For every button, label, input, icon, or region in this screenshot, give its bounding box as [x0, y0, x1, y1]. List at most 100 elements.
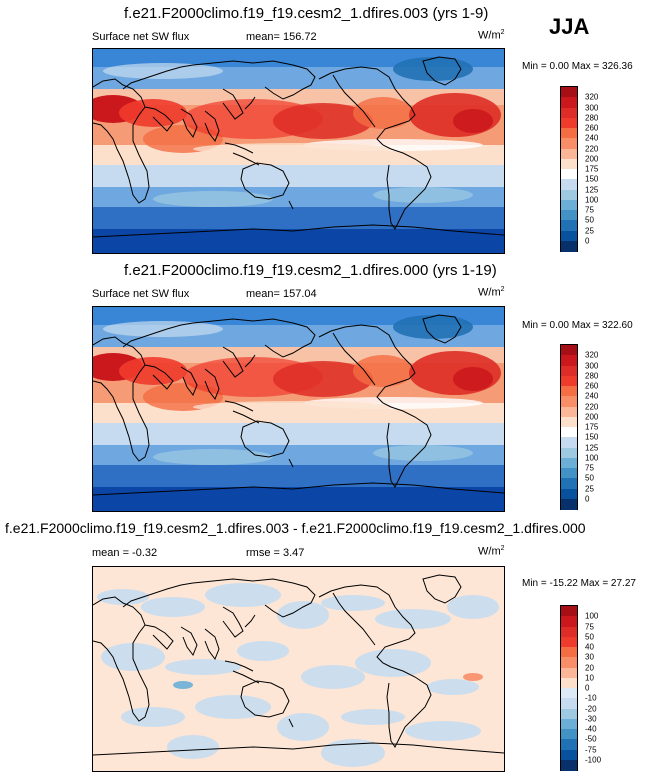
colorbar-segment — [561, 616, 577, 627]
coastline — [122, 582, 194, 608]
coastline — [240, 680, 290, 718]
colorbar-tick-label: 300 — [585, 361, 599, 370]
colorbar-segment — [561, 97, 577, 108]
colorbar-segment — [561, 626, 577, 638]
colorbar-segment — [561, 718, 577, 730]
colorbar-tick-label: 260 — [585, 123, 599, 133]
field-patch — [277, 713, 329, 741]
coastline — [204, 628, 220, 661]
field-patch — [119, 357, 187, 385]
colorbar-segment — [561, 759, 577, 771]
field-patch — [121, 707, 185, 727]
field-patch — [393, 57, 473, 81]
colorbar-tick-label: 30 — [585, 652, 594, 662]
field-patch — [393, 315, 473, 339]
colorbar-tick-label: 100 — [585, 195, 599, 205]
season-label: JJA — [549, 14, 590, 39]
colorbar-tick-label: -75 — [585, 745, 597, 754]
coastline — [232, 152, 260, 166]
colorbar-tick-label: 75 — [585, 463, 594, 473]
colorbar-tick-label: 200 — [585, 412, 599, 422]
field-patch — [97, 589, 149, 605]
colorbar-tick-label: 175 — [585, 422, 599, 432]
colorbar-segment — [561, 498, 577, 510]
colorbar-tick-label: 100 — [585, 611, 599, 621]
colorbar-segment — [561, 698, 577, 709]
colorbar-tick-label: 220 — [585, 402, 599, 411]
coastline — [318, 324, 416, 408]
colorbar-tick-label: 100 — [585, 453, 599, 463]
colorbar-segment — [561, 138, 577, 149]
field-patch — [321, 739, 385, 767]
field-band — [93, 487, 504, 511]
colorbar-segment — [561, 386, 577, 397]
colorbar-tick-label: 125 — [585, 443, 599, 452]
field-patch — [153, 449, 273, 465]
coastline — [93, 224, 504, 238]
colorbar-segment — [561, 169, 577, 180]
coastline — [240, 162, 290, 200]
field-patch — [375, 609, 451, 629]
colorbar-tick-label: 25 — [585, 484, 594, 493]
panel-3-title: f.e21.F2000climo.f19_f19.cesm2_1.dfires.… — [5, 520, 586, 536]
coastline — [122, 64, 194, 90]
field-patch — [205, 583, 281, 607]
colorbar-segment — [561, 708, 577, 720]
colorbar-tick-label: 300 — [585, 103, 599, 112]
colorbar-segment — [561, 457, 577, 469]
coastline — [224, 660, 254, 672]
colorbar-tick-label: 280 — [585, 113, 599, 123]
colorbar-tick-label: -100 — [585, 755, 602, 765]
field-patch — [273, 361, 373, 397]
coastline — [244, 614, 256, 628]
colorbar-tick-label: 200 — [585, 154, 599, 164]
colorbar-segment — [561, 345, 577, 356]
colorbar-tick-label: 50 — [585, 473, 594, 483]
coastline — [192, 318, 316, 358]
colorbar-tick-label: 50 — [585, 632, 594, 642]
colorbar-segment — [561, 657, 577, 668]
field-patch — [355, 649, 431, 677]
field-patch — [165, 659, 241, 675]
field-patch — [373, 187, 473, 203]
coastline — [93, 336, 150, 462]
colorbar-segment — [561, 365, 577, 377]
colorbar-tick-label: 220 — [585, 144, 599, 153]
coastline — [180, 626, 198, 657]
panel-1-title: f.e21.F2000climo.f19_f19.cesm2_1.dfires.… — [124, 5, 489, 22]
field-patch — [193, 143, 393, 155]
panel-2-title: f.e21.F2000climo.f19_f19.cesm2_1.dfires.… — [124, 262, 497, 279]
field-band — [93, 207, 504, 229]
field-patch — [447, 595, 499, 619]
coastline — [288, 458, 294, 468]
coastline — [318, 584, 416, 668]
field-patch — [167, 735, 219, 759]
coastline — [204, 110, 220, 143]
colorbar-tick-label: -50 — [585, 734, 597, 744]
panel-3-units: W/m2 — [478, 545, 505, 558]
coastline — [232, 410, 260, 424]
colorbar-segment — [561, 688, 577, 699]
colorbar-tick-label: 150 — [585, 432, 599, 442]
colorbar-tick-label: 320 — [585, 350, 599, 360]
colorbar-segment — [561, 416, 577, 428]
colorbar-segment — [561, 375, 577, 387]
field-band — [93, 465, 504, 487]
coastline — [144, 364, 174, 390]
colorbar-tick-label: 20 — [585, 663, 594, 672]
coastline — [93, 482, 504, 496]
colorbar-segment — [561, 667, 577, 679]
colorbar-segment — [561, 199, 577, 211]
coastline — [204, 368, 220, 401]
colorbar-tick-label: 10 — [585, 673, 594, 683]
colorbar-segment — [561, 128, 577, 139]
coastline — [222, 346, 244, 378]
coastline — [332, 74, 376, 128]
colorbar-tick-label: 40 — [585, 642, 594, 652]
colorbar-segment — [561, 230, 577, 242]
colorbar-segment — [561, 210, 577, 221]
field-patch — [103, 321, 223, 337]
coastline — [192, 578, 316, 618]
colorbar-segment — [561, 749, 577, 761]
colorbar-tick-label: 0 — [585, 683, 590, 693]
